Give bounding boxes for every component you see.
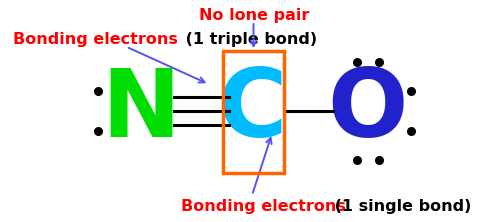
Bar: [223, 51, 284, 173]
Text: No lone pair: No lone pair: [200, 8, 309, 23]
Text: Bonding electrons: Bonding electrons: [181, 199, 346, 214]
Text: N: N: [102, 65, 180, 157]
Text: C: C: [217, 65, 287, 157]
Text: (1 triple bond): (1 triple bond): [180, 32, 317, 48]
Text: O: O: [328, 65, 408, 157]
Text: (1 single bond): (1 single bond): [329, 199, 471, 214]
Text: Bonding electrons: Bonding electrons: [13, 32, 177, 48]
